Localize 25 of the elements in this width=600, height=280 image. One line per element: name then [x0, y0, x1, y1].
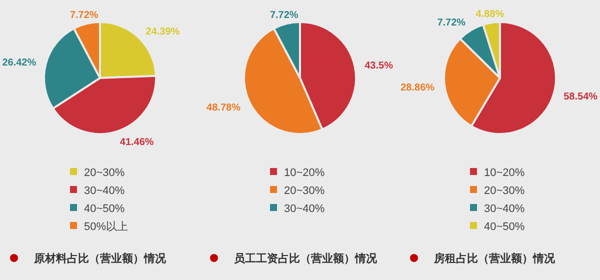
text: 原材料占比（营业额）情况 [33, 252, 167, 265]
legend-label: 40~50% [84, 203, 125, 215]
data-label: 28.86% [400, 82, 435, 94]
data-label: 7.72% [70, 10, 98, 21]
legend-label: 30~40% [84, 185, 125, 197]
data-label: 58.54% [564, 91, 598, 102]
legend-label: 30~40% [484, 203, 525, 215]
legend-label: 30~40% [284, 203, 325, 215]
legend-label: 20~30% [84, 167, 125, 179]
data-label: 7.72% [270, 10, 298, 21]
data-label: 24.39% [146, 26, 180, 38]
legend-label: 40~50% [484, 221, 525, 233]
legend-label: 10~20% [284, 167, 325, 179]
legend-label: 20~30% [284, 185, 325, 197]
legend-label: 50%以上 [84, 220, 128, 233]
text: 房租占比（营业额）情况 [433, 252, 556, 265]
legend-label: 10~20% [484, 167, 525, 179]
legend-label: 20~30% [484, 185, 525, 197]
data-label: 41.46% [120, 136, 154, 148]
data-label: 26.42% [2, 57, 36, 68]
data-label: 7.72% [437, 18, 466, 29]
text: 员工工资占比（营业额）情况 [234, 252, 378, 265]
data-label: 43.5% [364, 60, 394, 72]
data-label: 4.88% [476, 8, 504, 20]
data-label: 48.78% [206, 102, 241, 114]
